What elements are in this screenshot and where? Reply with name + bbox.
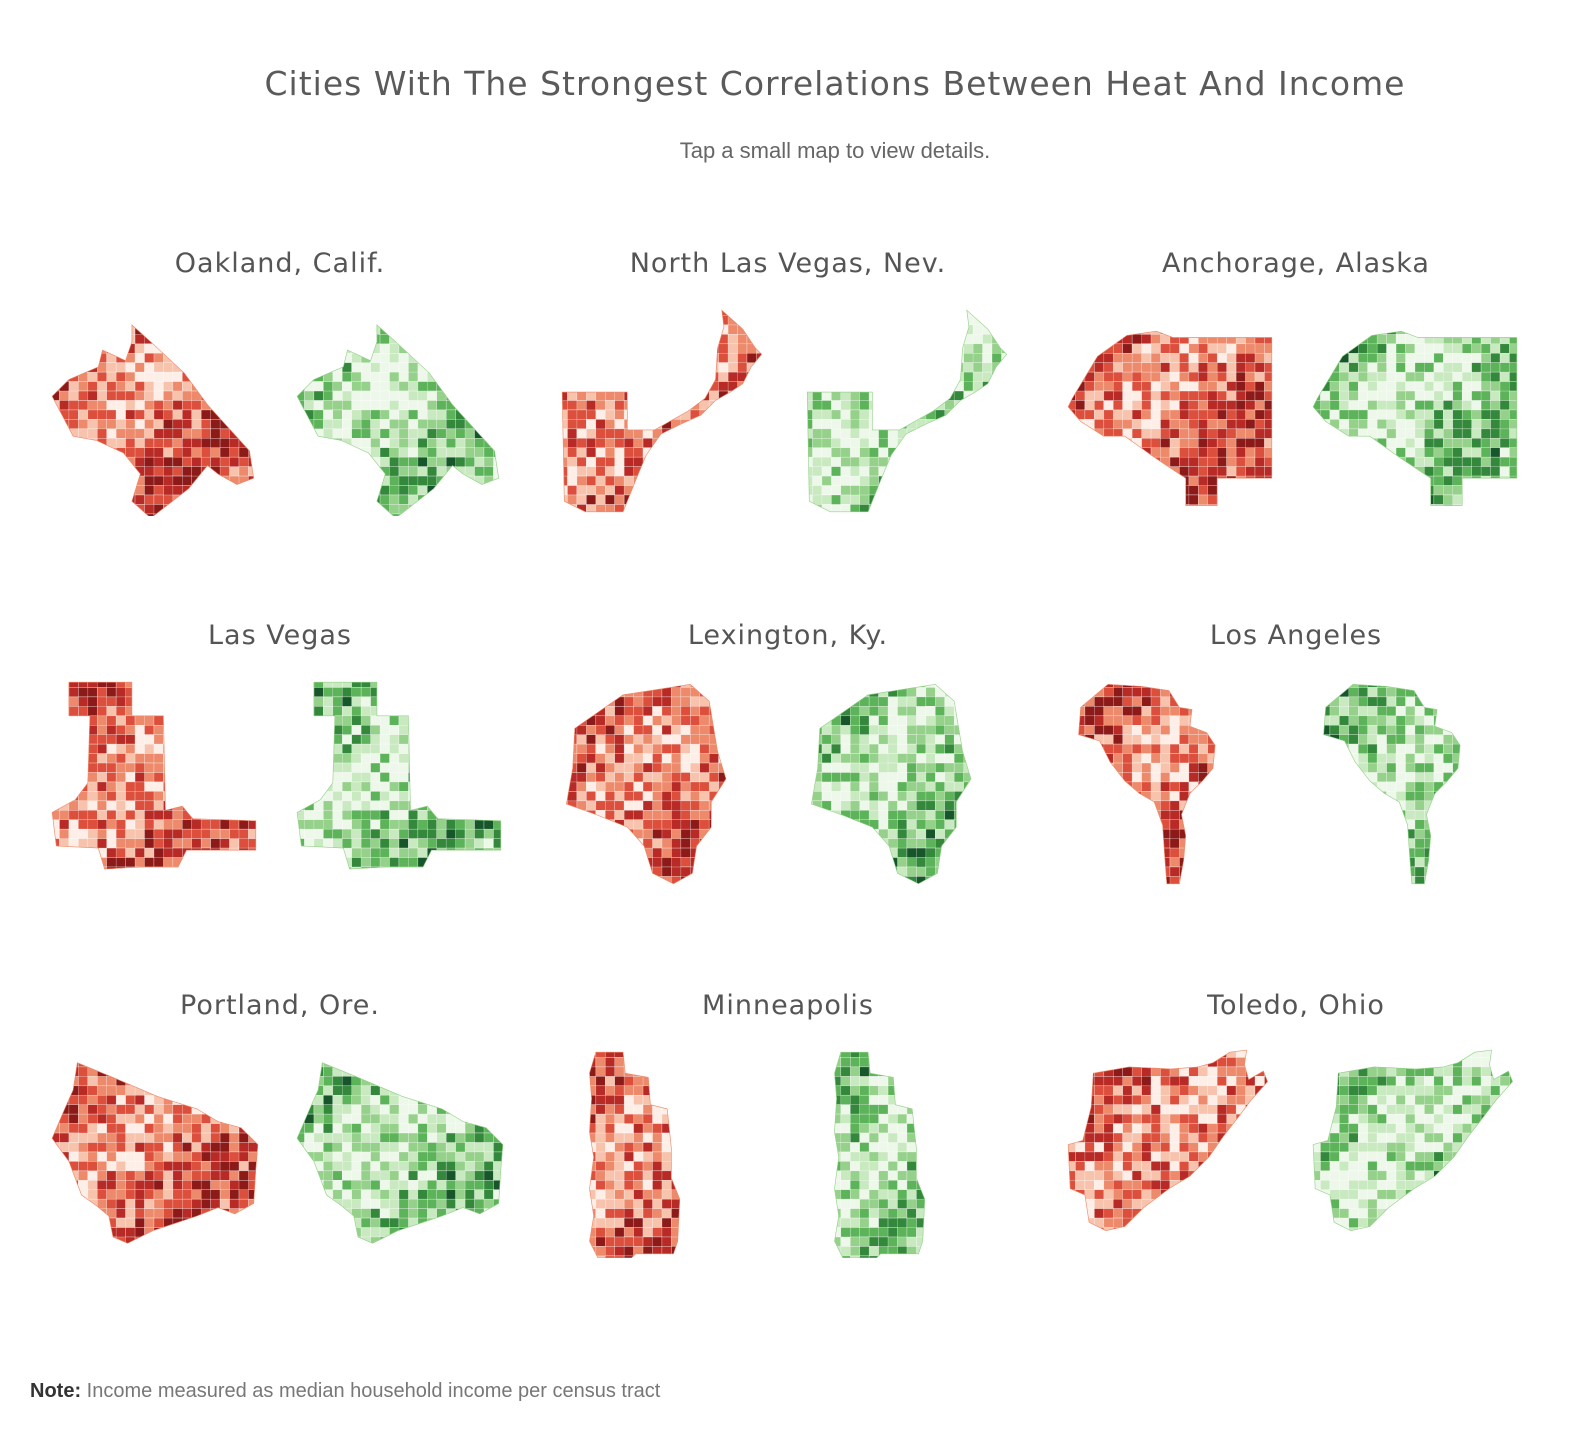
city-name: Los Angeles bbox=[1209, 620, 1383, 651]
city-card-las-vegas[interactable]: Las Vegas bbox=[40, 612, 540, 952]
footnote: Note: Income measured as median househol… bbox=[30, 1380, 660, 1403]
income-map[interactable] bbox=[1311, 306, 1521, 516]
income-map[interactable] bbox=[295, 678, 505, 888]
city-name: Oakland, Calif. bbox=[174, 248, 386, 279]
income-map[interactable] bbox=[803, 678, 1013, 888]
city-name: Anchorage, Alaska bbox=[1162, 248, 1430, 279]
census-tracts bbox=[297, 682, 501, 870]
income-map[interactable] bbox=[1311, 1048, 1521, 1258]
city-card-los-angeles[interactable]: Los Angeles bbox=[1056, 612, 1556, 952]
census-tracts bbox=[562, 310, 762, 512]
city-boundary bbox=[296, 1062, 504, 1244]
note-text: Income measured as median household inco… bbox=[86, 1380, 661, 1402]
city-boundary bbox=[51, 324, 255, 516]
heat-map[interactable] bbox=[50, 678, 260, 888]
city-card-toledo[interactable]: Toledo, Ohio bbox=[1056, 982, 1556, 1322]
city-name: Lexington, Ky. bbox=[687, 620, 889, 651]
city-boundary bbox=[834, 1051, 926, 1258]
note-label: Note: bbox=[30, 1380, 82, 1402]
city-card-portland[interactable]: Portland, Ore. bbox=[40, 982, 540, 1322]
city-name: North Las Vegas, Nev. bbox=[629, 248, 947, 279]
census-tracts bbox=[1078, 684, 1216, 884]
census-tracts bbox=[52, 682, 256, 870]
city-card-anchorage[interactable]: Anchorage, Alaska bbox=[1056, 240, 1556, 580]
city-boundary bbox=[1067, 1049, 1268, 1232]
heat-map[interactable] bbox=[50, 306, 260, 516]
census-tracts bbox=[834, 1052, 925, 1258]
map-pair[interactable] bbox=[548, 678, 1028, 888]
map-pair[interactable] bbox=[548, 1048, 1028, 1258]
city-boundary bbox=[1323, 683, 1461, 885]
city-boundary bbox=[51, 681, 257, 870]
city-boundary bbox=[51, 1062, 259, 1244]
city-boundary bbox=[561, 309, 763, 513]
city-card-lexington[interactable]: Lexington, Ky. bbox=[548, 612, 1048, 952]
city-boundary bbox=[589, 1051, 681, 1258]
map-pair[interactable] bbox=[40, 678, 520, 888]
map-pair[interactable] bbox=[1056, 678, 1536, 888]
census-tracts bbox=[566, 684, 726, 884]
city-boundary bbox=[1312, 1049, 1513, 1232]
census-tracts bbox=[807, 310, 1007, 512]
city-boundary bbox=[1078, 683, 1216, 885]
census-tracts bbox=[297, 324, 499, 516]
city-boundary bbox=[811, 683, 972, 885]
heat-map[interactable] bbox=[558, 1048, 768, 1258]
page-subtitle: Tap a small map to view details. bbox=[679, 138, 991, 163]
census-tracts bbox=[52, 1062, 258, 1244]
city-name: Minneapolis bbox=[702, 990, 874, 1021]
heat-map[interactable] bbox=[50, 1048, 260, 1258]
map-pair[interactable] bbox=[1056, 1048, 1536, 1258]
census-tracts bbox=[1323, 684, 1461, 884]
map-pair[interactable] bbox=[548, 306, 1028, 516]
city-boundary bbox=[1312, 330, 1518, 506]
census-tracts bbox=[52, 324, 254, 516]
city-name: Portland, Ore. bbox=[180, 990, 380, 1021]
city-card-minneapolis[interactable]: Minneapolis bbox=[548, 982, 1048, 1322]
census-tracts bbox=[811, 684, 971, 884]
city-boundary bbox=[296, 681, 502, 870]
income-map[interactable] bbox=[1311, 678, 1521, 888]
heat-map[interactable] bbox=[1066, 306, 1276, 516]
city-boundary bbox=[806, 309, 1008, 513]
heat-map[interactable] bbox=[558, 306, 768, 516]
city-boundary bbox=[566, 683, 727, 885]
city-boundary bbox=[296, 324, 500, 516]
page-title: Cities With The Strongest Correlations B… bbox=[264, 64, 1406, 103]
city-name: Toledo, Ohio bbox=[1207, 990, 1385, 1021]
income-map[interactable] bbox=[295, 1048, 505, 1258]
city-name: Las Vegas bbox=[208, 620, 352, 651]
heat-map[interactable] bbox=[558, 678, 768, 888]
city-card-oakland[interactable]: Oakland, Calif. bbox=[40, 240, 540, 580]
income-map[interactable] bbox=[295, 306, 505, 516]
heat-map[interactable] bbox=[1066, 678, 1276, 888]
map-pair[interactable] bbox=[1056, 306, 1536, 516]
census-tracts bbox=[297, 1062, 503, 1244]
heat-map[interactable] bbox=[1066, 1048, 1276, 1258]
map-pair[interactable] bbox=[40, 1048, 520, 1258]
income-map[interactable] bbox=[803, 1048, 1013, 1258]
city-card-north-las-vegas[interactable]: North Las Vegas, Nev. bbox=[548, 240, 1048, 580]
city-map-grid: Oakland, Calif. North Las Vegas, Nev. An… bbox=[40, 240, 1570, 1330]
census-tracts bbox=[589, 1052, 680, 1258]
map-pair[interactable] bbox=[40, 306, 520, 516]
income-map[interactable] bbox=[803, 306, 1013, 516]
city-boundary bbox=[1067, 330, 1273, 506]
